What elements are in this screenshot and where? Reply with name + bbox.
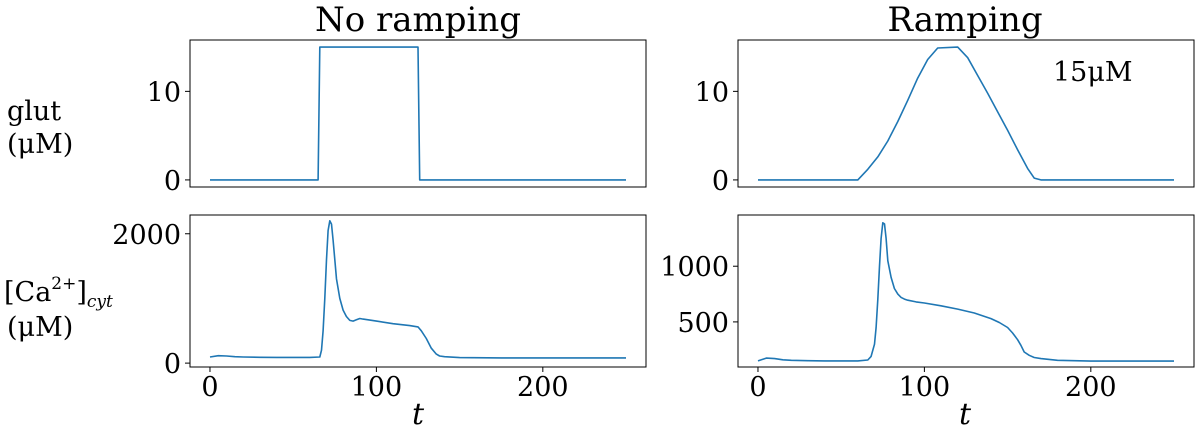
row-label-calcium-sup: 2+ bbox=[51, 274, 76, 294]
plot-frame bbox=[737, 214, 1195, 368]
plot-frame bbox=[189, 214, 647, 368]
row-label-glut: glut bbox=[7, 96, 61, 127]
x-axis-label: t bbox=[412, 397, 425, 432]
x-tick-label: 100 bbox=[899, 372, 951, 403]
plot-frame bbox=[189, 39, 647, 188]
series-lines bbox=[209, 220, 626, 359]
series-line bbox=[757, 222, 1174, 362]
y-tick-label: 0 bbox=[164, 166, 181, 197]
x-tick-label: 0 bbox=[749, 372, 766, 403]
axis-ticks: 500 1000 0 100 200 bbox=[660, 252, 1116, 403]
y-tick-label: 0 bbox=[164, 349, 181, 380]
series-line bbox=[210, 46, 626, 181]
x-axis-label: t bbox=[959, 397, 972, 432]
x-tick-label: 0 bbox=[201, 372, 218, 403]
row-label-calcium-unit: (μM) bbox=[7, 312, 73, 343]
axis-ticks: 0 10 bbox=[695, 77, 738, 197]
x-tick-label: 200 bbox=[517, 372, 569, 403]
series-lines bbox=[758, 46, 1174, 181]
annotation-concentration: 15μM bbox=[1053, 57, 1133, 88]
y-tick-label: 10 bbox=[147, 77, 181, 108]
y-tick-label: 1000 bbox=[660, 252, 729, 283]
x-tick-label: 100 bbox=[351, 372, 403, 403]
series-lines bbox=[210, 46, 626, 181]
row-label-calcium-base: [Ca bbox=[4, 277, 51, 308]
row-label-calcium: [Ca2+]cyt bbox=[4, 274, 113, 312]
plot-frame bbox=[737, 39, 1195, 188]
panel-title: No ramping bbox=[315, 0, 521, 40]
row-label-glut-unit: (μM) bbox=[7, 129, 73, 160]
panel-calcium-ramping: t 500 1000 0 100 200 bbox=[660, 214, 1195, 432]
panel-glut-no-ramping: No ramping 0 10 bbox=[147, 0, 647, 197]
row-label-calcium-sub: cyt bbox=[87, 292, 113, 312]
series-line bbox=[209, 220, 626, 359]
row-label-calcium-close: ] bbox=[76, 277, 87, 308]
series-line bbox=[758, 46, 1174, 181]
y-tick-label: 2000 bbox=[112, 220, 181, 251]
x-tick-label: 200 bbox=[1065, 372, 1117, 403]
axis-ticks: 0 10 bbox=[147, 77, 190, 197]
series-lines bbox=[757, 222, 1174, 362]
panel-title: Ramping bbox=[887, 0, 1042, 40]
y-tick-label: 500 bbox=[677, 308, 729, 339]
y-tick-label: 0 bbox=[712, 166, 729, 197]
panel-glut-ramping: Ramping 15μM 0 10 bbox=[695, 0, 1195, 197]
axis-ticks: 0 2000 0 100 200 bbox=[112, 220, 568, 403]
panel-calcium-no-ramping: t 0 2000 0 100 200 bbox=[112, 214, 647, 432]
y-tick-label: 10 bbox=[695, 77, 729, 108]
